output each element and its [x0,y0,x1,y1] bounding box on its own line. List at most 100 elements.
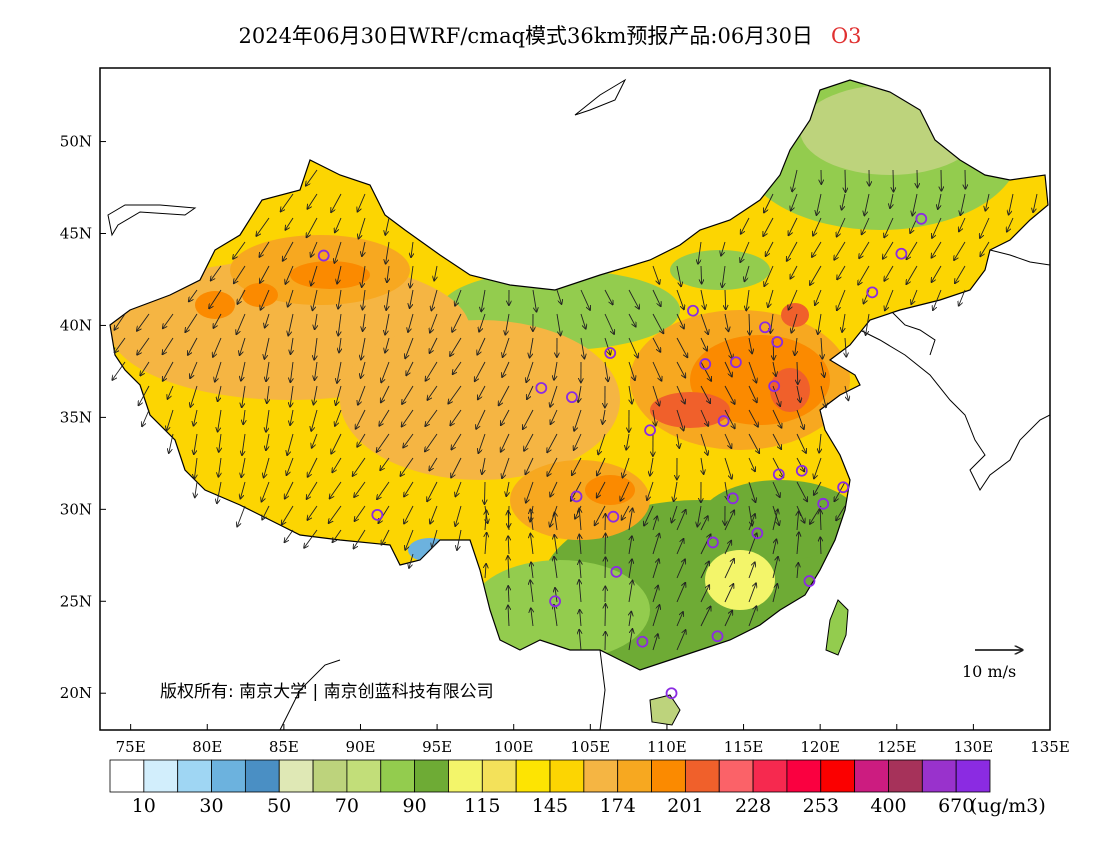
wind-arrow [820,361,824,377]
wind-arrow [503,337,510,357]
wind-arrow [772,584,777,603]
wind-arrow [837,265,846,279]
pollutant-label: O3 [830,24,862,48]
wind-arrow [820,385,826,407]
lat-tick-label: 30N [60,500,92,518]
wind-arrow [787,241,798,261]
wind-arrow [555,513,558,531]
wind-arrow [772,557,778,579]
wind-arrow [724,584,733,603]
wind-arrow [748,606,756,627]
lat-tick-label: 50N [60,133,92,151]
wind-arrow [523,409,534,429]
lon-tick-label: 125E [877,738,917,756]
colorbar-tick-label: 400 [870,795,906,817]
wind-arrow [482,457,486,474]
wind-arrow [525,457,534,474]
wind-arrow [339,337,341,352]
wind-arrow [359,217,366,239]
india-outline [279,659,341,730]
site-marker [699,358,712,370]
wind-arrow [329,505,342,523]
wind-arrow [194,433,198,454]
wind-arrow [314,385,318,405]
lon-tick-label: 90E [345,738,375,756]
lat-tick-label: 20N [60,684,92,702]
wind-arrow [358,385,366,405]
wind-arrow [724,337,732,359]
wind-arrow [425,409,438,426]
wind-arrow [403,433,414,448]
site-marker [866,286,879,299]
wind-arrow [237,505,246,527]
colorbar-swatch [854,759,889,793]
wind-arrow [700,337,707,351]
wind-arrow [700,409,708,426]
site-marker [604,347,617,359]
wind-arrow [883,241,894,259]
wind-arrow [404,505,414,524]
wind-arrow [815,289,822,305]
wind-arrow [725,289,726,309]
site-marker [636,635,649,648]
wind-arrow [866,313,870,335]
wind-arrow [410,289,414,308]
wind-arrow [595,505,606,525]
lon-tick-label: 100E [494,738,534,756]
colorbar-swatch [888,759,923,793]
wind-arrow [884,265,894,281]
wind-arrow [337,265,342,284]
colorbar-tick-label: 90 [403,795,427,817]
wind-arrow [700,313,708,334]
wind-arrow [820,537,821,555]
site-marker [915,212,928,225]
wind-arrow [795,337,797,355]
site-marker [772,468,785,481]
wind-arrow [770,313,773,333]
wind-arrow [580,337,584,359]
wind-arrow [434,265,437,281]
wind-arrow [501,433,510,452]
wind-arrow [478,433,486,453]
wind-arrow [652,289,661,306]
wind-arrow [499,385,510,405]
wind-arrow [797,563,798,579]
wind-arrow [772,385,780,406]
wind-arrow [307,505,318,520]
wind-arrow [430,337,438,353]
wind-arrow [506,481,509,496]
wind-arrow [740,241,750,262]
wind-arrow [792,169,798,191]
wind-arrow [628,508,633,531]
indochina-outline [599,649,606,730]
wind-arrow [1007,217,1014,232]
colorbar-tick-label: 253 [803,795,839,817]
copyright-text: 版权所有: 南京大学 | 南京创蓝科技有限公司 [160,682,494,702]
colorbar-swatch [346,759,382,793]
wind-arrow [139,385,150,405]
wind-arrow [357,433,366,447]
monitoring-sites [317,212,928,700]
wind-arrow [844,385,848,400]
wind-arrow [315,313,317,329]
wind-arrow [789,289,798,310]
wind-arrow [502,457,510,478]
wind-arrow [650,457,654,476]
wind-arrow [1009,193,1014,215]
wind-arrow [354,481,366,497]
wind-arrow [700,585,709,603]
wind-arrow [605,534,606,555]
wind-arrow [427,481,438,501]
wind-arrow [579,509,581,531]
site-marker [317,249,330,262]
colorbar-swatch [955,759,991,793]
colorbar-swatch [549,759,585,793]
site-marker [759,321,771,334]
wind-arrow [652,385,659,406]
wind-arrow [580,561,582,579]
wind-arrow [362,241,365,256]
wind-arrow [478,385,486,399]
wind-arrow [262,481,270,502]
wind-arrow [652,586,658,603]
wind-arrow [748,514,755,531]
